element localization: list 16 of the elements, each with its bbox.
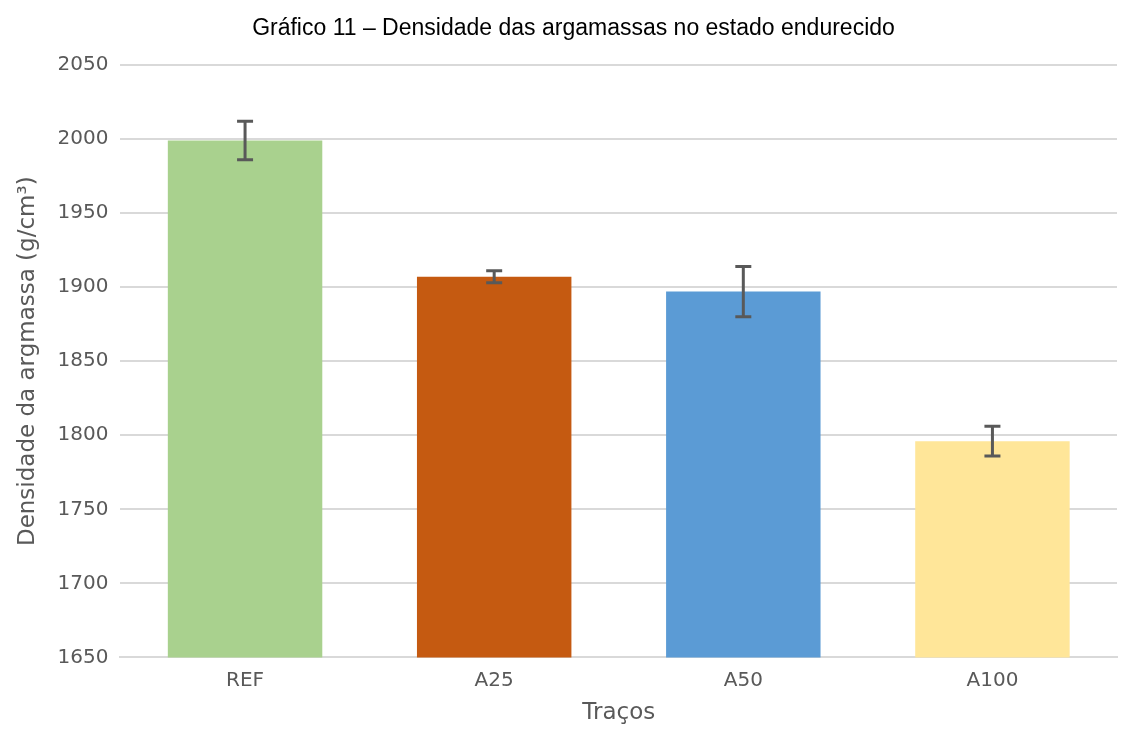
x-axis-title: Traços bbox=[581, 698, 656, 725]
y-tick-label: 1650 bbox=[57, 643, 109, 668]
x-tick-label: A50 bbox=[723, 666, 763, 691]
x-tick-label: REF bbox=[226, 666, 265, 691]
y-tick-label: 1800 bbox=[57, 421, 109, 446]
x-tick-label: A100 bbox=[966, 666, 1019, 691]
y-tick-label: 1700 bbox=[57, 569, 109, 594]
y-tick-label: 1900 bbox=[57, 273, 109, 298]
chart-title: Gráfico 11 – Densidade das argamassas no estado endurecido bbox=[251, 14, 896, 41]
y-tick-label: 1950 bbox=[57, 199, 109, 224]
y-axis-title: Densidade da argmassa (g/cm³) bbox=[12, 176, 39, 547]
y-tick-label: 2050 bbox=[57, 51, 109, 76]
y-tick-label: 1850 bbox=[57, 347, 109, 372]
x-tick-label: A25 bbox=[474, 666, 514, 691]
y-tick-label: 1750 bbox=[57, 495, 109, 520]
y-tick-label: 2000 bbox=[57, 125, 109, 150]
